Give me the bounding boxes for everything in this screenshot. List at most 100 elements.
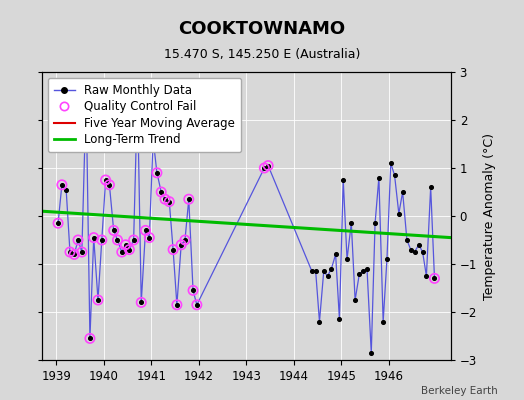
Point <box>363 266 371 272</box>
Point <box>97 237 106 243</box>
Point <box>193 302 201 308</box>
Point <box>161 196 169 202</box>
Point <box>418 249 427 255</box>
Point <box>184 196 193 202</box>
Point <box>398 189 407 195</box>
Point <box>129 237 138 243</box>
Point <box>390 172 399 178</box>
Point <box>173 302 181 308</box>
Point <box>427 184 435 190</box>
Point <box>152 170 161 176</box>
Point <box>339 177 347 183</box>
Point <box>351 297 359 303</box>
Point <box>422 273 431 279</box>
Text: COOKTOWNAMO: COOKTOWNAMO <box>179 20 345 38</box>
Point <box>133 90 141 97</box>
Point <box>410 249 419 255</box>
Point <box>308 268 316 274</box>
Point <box>90 234 98 241</box>
Point <box>58 182 66 188</box>
Point <box>86 335 94 342</box>
Point <box>122 242 130 248</box>
Point <box>181 237 189 243</box>
Point <box>117 249 126 255</box>
Point <box>359 268 367 274</box>
Point <box>74 237 82 243</box>
Point <box>264 162 272 169</box>
Point <box>355 270 364 277</box>
Point <box>383 256 391 262</box>
Point <box>90 234 98 241</box>
Point <box>113 237 122 243</box>
Point <box>430 275 439 282</box>
Point <box>54 220 62 226</box>
Point <box>70 251 79 258</box>
Point <box>407 246 415 253</box>
Point <box>367 350 376 356</box>
Point <box>105 182 114 188</box>
Point <box>177 242 185 248</box>
Point <box>403 237 411 243</box>
Point <box>110 227 118 234</box>
Point <box>141 227 150 234</box>
Point <box>157 189 166 195</box>
Point <box>117 249 126 255</box>
Point <box>74 237 82 243</box>
Point <box>62 186 70 193</box>
Point <box>161 196 169 202</box>
Point <box>395 210 403 217</box>
Point <box>122 242 130 248</box>
Point <box>94 297 102 303</box>
Point <box>260 165 268 171</box>
Point <box>110 227 118 234</box>
Point <box>327 266 335 272</box>
Point <box>66 249 74 255</box>
Point <box>371 220 379 226</box>
Point <box>387 160 395 166</box>
Point <box>54 220 62 226</box>
Point <box>414 242 423 248</box>
Point <box>78 249 86 255</box>
Point <box>78 249 86 255</box>
Point <box>189 287 197 294</box>
Point <box>113 237 122 243</box>
Point <box>102 177 110 183</box>
Point <box>169 246 177 253</box>
Point <box>82 93 90 99</box>
Point <box>181 237 189 243</box>
Point <box>145 234 154 241</box>
Point <box>129 237 138 243</box>
Point <box>165 198 173 205</box>
Point <box>152 170 161 176</box>
Point <box>169 246 177 253</box>
Point <box>58 182 66 188</box>
Point <box>137 299 146 306</box>
Point <box>311 268 320 274</box>
Point <box>157 189 166 195</box>
Point <box>264 162 272 169</box>
Point <box>102 177 110 183</box>
Point <box>125 246 134 253</box>
Text: 15.470 S, 145.250 E (Australia): 15.470 S, 145.250 E (Australia) <box>164 48 360 61</box>
Point <box>82 93 90 99</box>
Point <box>70 251 79 258</box>
Point <box>133 90 141 97</box>
Point <box>125 246 134 253</box>
Point <box>141 227 150 234</box>
Point <box>375 174 383 181</box>
Legend: Raw Monthly Data, Quality Control Fail, Five Year Moving Average, Long-Term Tren: Raw Monthly Data, Quality Control Fail, … <box>48 78 241 152</box>
Point <box>97 237 106 243</box>
Point <box>430 275 439 282</box>
Point <box>260 165 268 171</box>
Point <box>94 297 102 303</box>
Point <box>86 335 94 342</box>
Point <box>347 220 355 226</box>
Point <box>343 256 351 262</box>
Point <box>335 316 344 322</box>
Point <box>184 196 193 202</box>
Point <box>149 136 157 142</box>
Point <box>145 234 154 241</box>
Point <box>137 299 146 306</box>
Point <box>332 251 340 258</box>
Y-axis label: Temperature Anomaly (°C): Temperature Anomaly (°C) <box>483 132 496 300</box>
